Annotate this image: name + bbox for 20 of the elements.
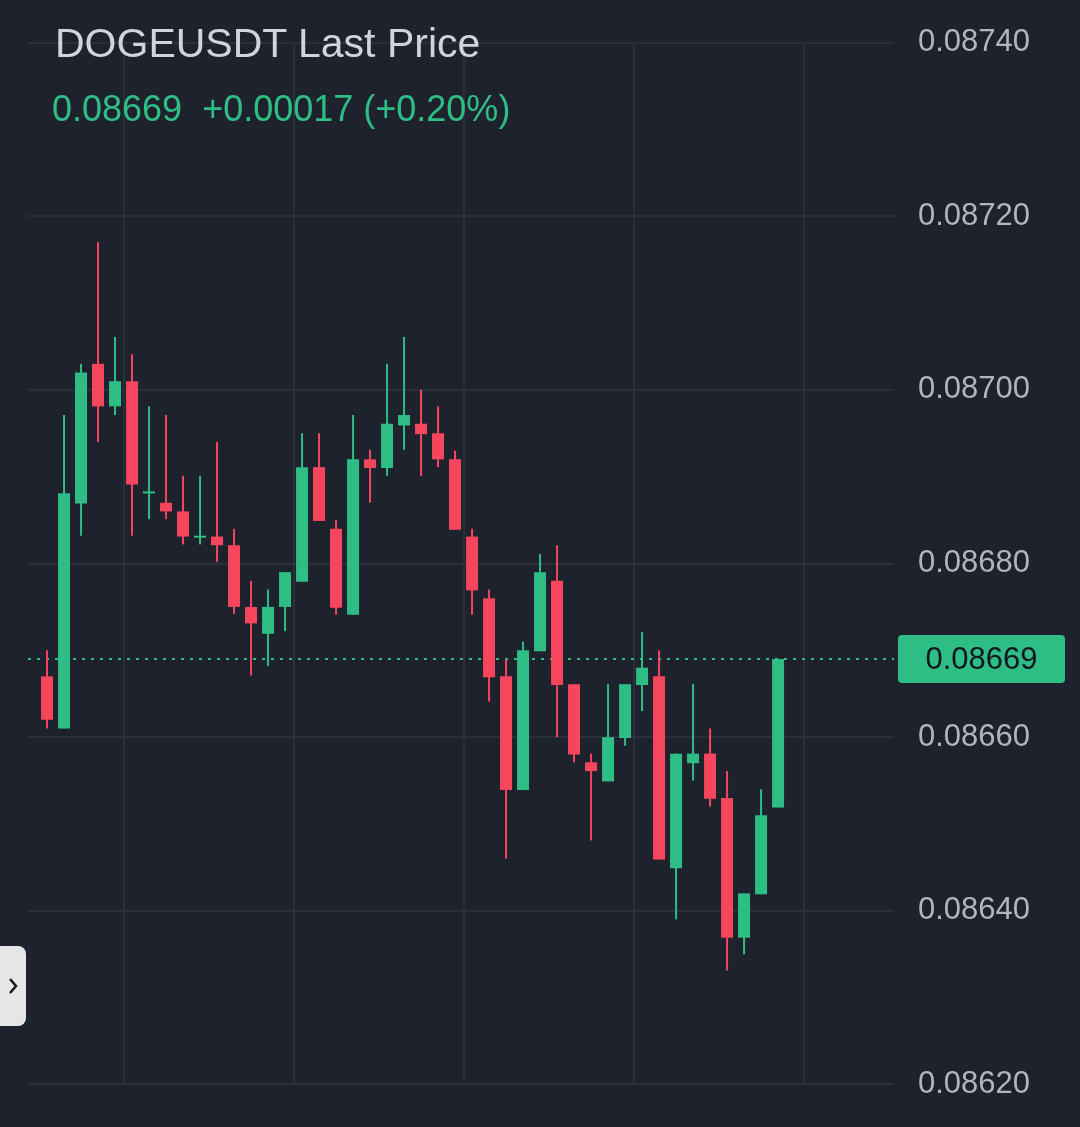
chart-title: DOGEUSDT Last Price bbox=[55, 20, 481, 67]
y-tick-label: 0.08620 bbox=[918, 1064, 1031, 1100]
y-tick-label: 0.08640 bbox=[918, 891, 1031, 927]
candlestick bbox=[585, 752, 598, 842]
candlestick bbox=[160, 414, 173, 521]
y-tick-label: 0.08660 bbox=[918, 717, 1031, 753]
candlestick bbox=[687, 683, 700, 782]
y-tick-label: 0.08700 bbox=[918, 370, 1031, 406]
y-tick-label: 0.08680 bbox=[918, 544, 1031, 580]
y-tick-label: 0.08720 bbox=[918, 196, 1031, 232]
candlestick bbox=[194, 474, 207, 546]
candlestick bbox=[245, 579, 258, 677]
candlestick bbox=[211, 440, 224, 563]
y-tick-label: 0.08740 bbox=[918, 23, 1031, 59]
ref-line-label: 0.08669 bbox=[925, 640, 1038, 676]
candlestick bbox=[415, 388, 428, 477]
candlestick bbox=[364, 448, 377, 504]
candlestick bbox=[398, 335, 411, 451]
text: 0.08669 +0.00017 (+0.20%) bbox=[52, 88, 511, 130]
candlestick bbox=[143, 405, 156, 521]
